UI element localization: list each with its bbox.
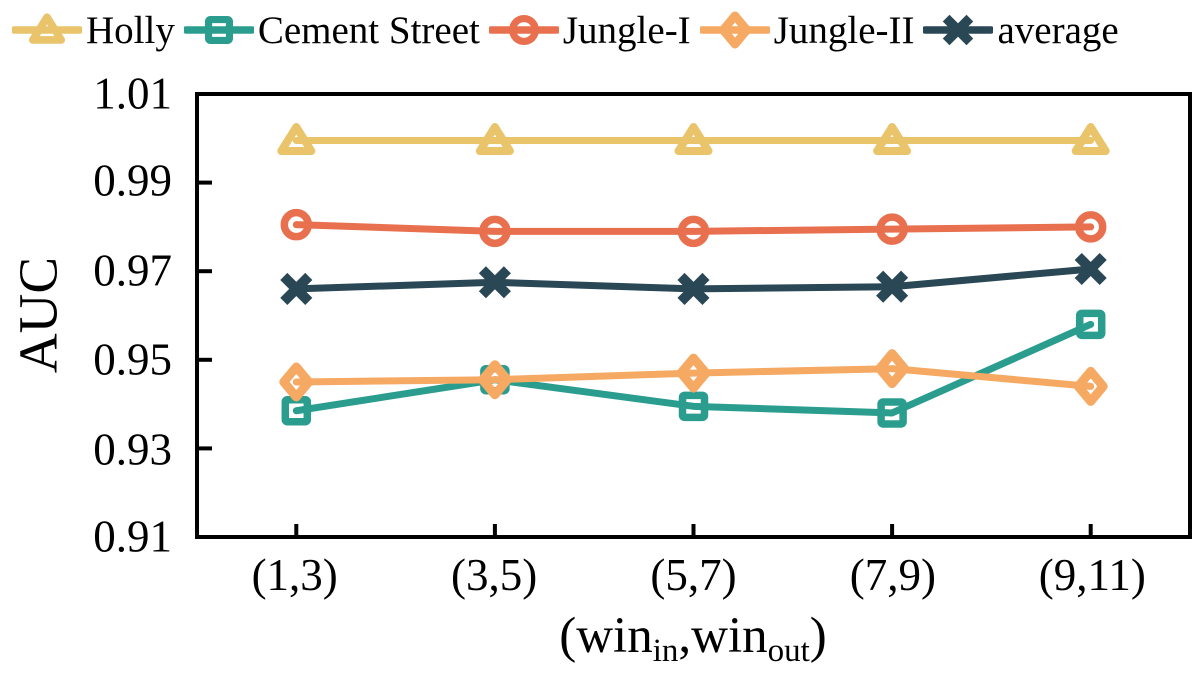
x-tick-label: (1,3) [251, 550, 338, 600]
legend-item-jungle-1: Jungle-I [488, 8, 691, 52]
y-tick-label: 0.99 [93, 155, 172, 206]
x-axis-title-part: ,win [678, 608, 768, 664]
x-axis-title-subscript-out: out [767, 633, 810, 669]
holly-line-marker-icon [12, 13, 82, 44]
legend-item-average: average [923, 8, 1119, 52]
legend-item-cement-street: Cement Street [183, 8, 480, 52]
average-line-marker-icon [923, 14, 994, 46]
y-tick-label: 0.93 [93, 424, 172, 475]
legend-label: Cement Street [257, 8, 480, 52]
y-tick-labels: 1.01 0.99 0.97 0.95 0.93 0.91 [0, 71, 182, 559]
legend-label: average [997, 8, 1119, 52]
y-tick-label: 0.97 [93, 245, 172, 296]
x-tick-label: (7,9) [849, 550, 937, 600]
x-tick-label: (5,7) [650, 550, 737, 600]
cement-street-line-marker-icon [183, 15, 254, 45]
plot-area [195, 92, 1192, 539]
x-tick-label: (3,5) [450, 550, 538, 600]
x-tick-labels: (1,3) (3,5) (5,7) (7,9) (9,11) [195, 553, 1192, 603]
jungle-2-line-marker-icon [699, 11, 770, 49]
x-tick-label: (9,11) [1038, 550, 1146, 600]
legend-label: Jungle-I [562, 8, 691, 52]
y-tick-label: 1.01 [93, 68, 172, 119]
x-axis-title-part: ) [809, 608, 827, 664]
legend-label: Jungle-II [773, 8, 915, 52]
x-axis-title-subscript-in: in [652, 633, 679, 669]
legend-label: Holly [86, 8, 175, 52]
legend-item-holly: Holly [12, 8, 175, 52]
x-axis-title: (winin,winout) [559, 608, 827, 669]
legend: Holly Cement Street Jungle-I Jungle-II a… [12, 4, 1119, 56]
y-tick-label: 0.91 [93, 511, 172, 562]
legend-item-jungle-2: Jungle-II [699, 8, 915, 52]
x-axis-title-part: (win [559, 608, 653, 664]
jungle-1-line-marker-icon [488, 15, 559, 45]
y-tick-label: 0.95 [93, 334, 172, 385]
